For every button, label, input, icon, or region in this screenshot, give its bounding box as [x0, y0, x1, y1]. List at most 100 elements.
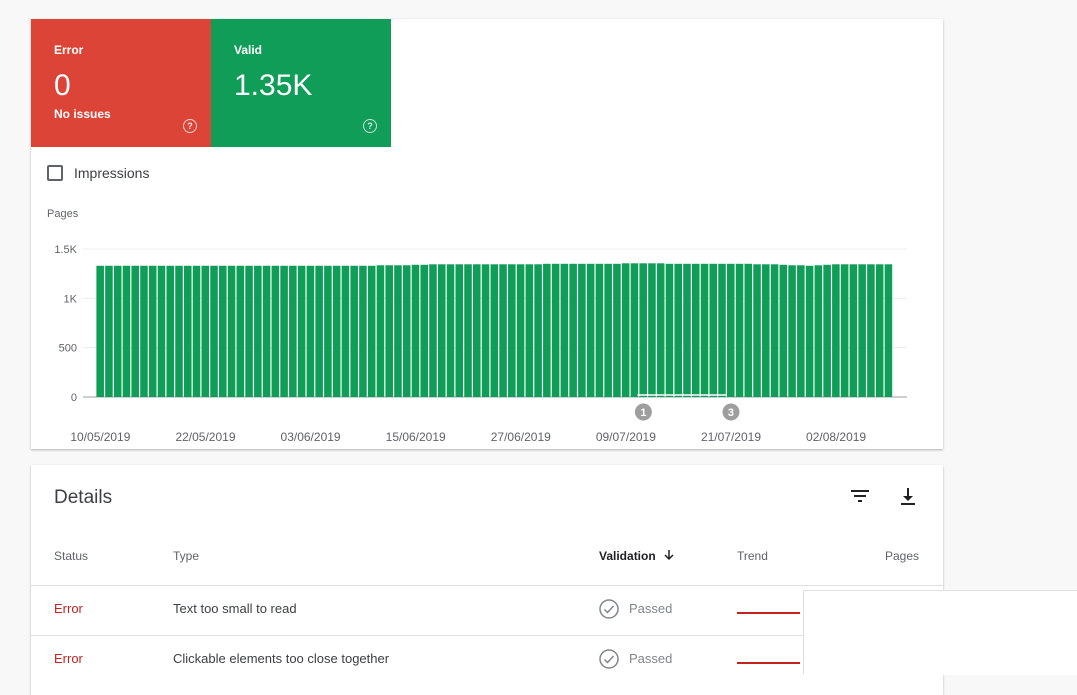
- bar[interactable]: [665, 263, 674, 397]
- impressions-checkbox[interactable]: [47, 165, 63, 181]
- bar[interactable]: [735, 263, 744, 397]
- bar[interactable]: [630, 263, 639, 397]
- bar[interactable]: [437, 264, 446, 397]
- bar[interactable]: [245, 265, 253, 397]
- bar[interactable]: [586, 263, 595, 397]
- col-status[interactable]: Status: [54, 549, 89, 563]
- bar[interactable]: [578, 263, 586, 397]
- bar[interactable]: [726, 263, 735, 397]
- bar[interactable]: [262, 265, 271, 397]
- bar[interactable]: [840, 264, 849, 397]
- bar[interactable]: [175, 265, 183, 397]
- bar[interactable]: [315, 265, 323, 397]
- annotation-marker[interactable]: [634, 403, 652, 421]
- bar[interactable]: [709, 263, 718, 397]
- annotation-marker[interactable]: [722, 403, 740, 421]
- col-type[interactable]: Type: [173, 549, 200, 563]
- bar[interactable]: [779, 264, 788, 397]
- bar[interactable]: [621, 263, 630, 397]
- impressions-toggle[interactable]: Impressions: [47, 163, 149, 183]
- bar[interactable]: [350, 265, 358, 397]
- bar-series[interactable]: [96, 263, 893, 397]
- table-row[interactable]: Error Text too small to read Passed: [31, 585, 943, 636]
- bar[interactable]: [341, 265, 350, 397]
- bar[interactable]: [394, 265, 402, 397]
- bar[interactable]: [385, 265, 393, 397]
- bar[interactable]: [788, 265, 796, 397]
- bar[interactable]: [236, 265, 245, 397]
- bar[interactable]: [473, 264, 481, 397]
- bar[interactable]: [131, 265, 139, 397]
- bar[interactable]: [113, 265, 122, 397]
- bar[interactable]: [718, 263, 726, 397]
- bar[interactable]: [560, 263, 569, 397]
- bar[interactable]: [490, 264, 499, 397]
- bar[interactable]: [858, 264, 866, 397]
- bar[interactable]: [762, 264, 770, 397]
- bar[interactable]: [219, 265, 227, 397]
- bar[interactable]: [464, 264, 472, 397]
- bar[interactable]: [192, 265, 201, 397]
- bar[interactable]: [613, 263, 621, 397]
- bar[interactable]: [481, 264, 490, 397]
- bar[interactable]: [455, 264, 464, 397]
- bar[interactable]: [551, 263, 560, 397]
- bar[interactable]: [823, 264, 831, 397]
- bar[interactable]: [105, 265, 113, 397]
- filter-icon[interactable]: [848, 484, 872, 508]
- bar[interactable]: [884, 264, 893, 397]
- bar[interactable]: [271, 265, 280, 397]
- bar[interactable]: [595, 263, 604, 397]
- bar[interactable]: [832, 264, 840, 397]
- bar[interactable]: [849, 264, 858, 397]
- bar[interactable]: [420, 264, 429, 397]
- help-icon[interactable]: ?: [363, 119, 377, 133]
- col-validation[interactable]: Validation: [599, 549, 675, 563]
- bar[interactable]: [227, 265, 236, 397]
- bar[interactable]: [569, 263, 577, 397]
- valid-tile[interactable]: Valid 1.35K ?: [211, 19, 391, 147]
- bar[interactable]: [210, 265, 218, 397]
- bar[interactable]: [166, 265, 175, 397]
- bar[interactable]: [332, 265, 341, 397]
- bar[interactable]: [297, 265, 306, 397]
- bar[interactable]: [744, 263, 753, 397]
- bar[interactable]: [604, 263, 612, 397]
- bar[interactable]: [648, 263, 656, 397]
- bar[interactable]: [254, 265, 262, 397]
- help-icon[interactable]: ?: [183, 119, 197, 133]
- bar[interactable]: [148, 265, 157, 397]
- error-tile[interactable]: Error 0 No issues ?: [31, 19, 211, 147]
- bar[interactable]: [674, 263, 683, 397]
- bar[interactable]: [753, 264, 761, 397]
- bar[interactable]: [814, 265, 823, 397]
- bar[interactable]: [289, 265, 297, 397]
- bar[interactable]: [429, 264, 437, 397]
- bar[interactable]: [157, 265, 166, 397]
- bar[interactable]: [499, 264, 507, 397]
- bar[interactable]: [446, 264, 455, 397]
- bar[interactable]: [280, 265, 288, 397]
- bar[interactable]: [639, 263, 647, 397]
- bar[interactable]: [183, 265, 192, 397]
- bar[interactable]: [367, 265, 376, 397]
- bar[interactable]: [656, 263, 665, 397]
- bar[interactable]: [700, 263, 709, 397]
- bar[interactable]: [508, 264, 516, 397]
- bar[interactable]: [683, 263, 691, 397]
- bar[interactable]: [411, 264, 420, 397]
- bar[interactable]: [359, 265, 367, 397]
- col-pages[interactable]: Pages: [885, 549, 920, 563]
- bar[interactable]: [867, 264, 875, 397]
- bar[interactable]: [534, 264, 542, 397]
- bar[interactable]: [96, 265, 104, 397]
- bar[interactable]: [201, 265, 210, 397]
- bar[interactable]: [140, 265, 148, 397]
- bar[interactable]: [324, 265, 332, 397]
- bar[interactable]: [376, 265, 385, 397]
- bar[interactable]: [402, 265, 411, 397]
- bar[interactable]: [543, 263, 551, 397]
- col-trend[interactable]: Trend: [737, 549, 768, 563]
- bar[interactable]: [797, 265, 805, 397]
- bar[interactable]: [516, 264, 525, 397]
